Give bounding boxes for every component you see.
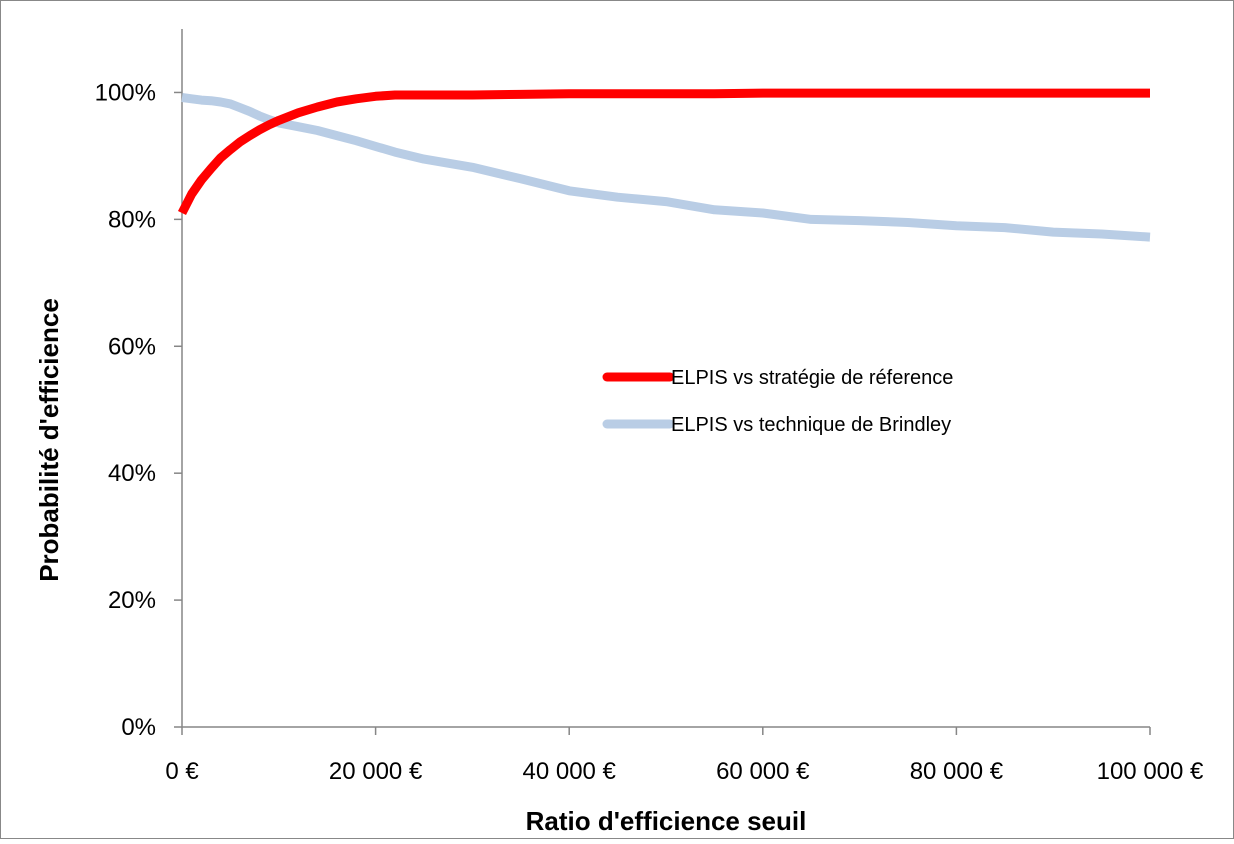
legend-label: ELPIS vs stratégie de réference xyxy=(671,367,953,389)
y-tick-label: 60% xyxy=(108,333,156,360)
x-tick-label: 60 000 € xyxy=(716,758,810,785)
y-tick-label: 40% xyxy=(108,460,156,487)
series-line-brindley xyxy=(181,93,1151,242)
y-axis-title: Probabilité d'efficience xyxy=(34,298,64,582)
legend: ELPIS vs stratégie de réference ELPIS vs … xyxy=(602,367,953,436)
x-axis-title: Ratio d'efficience seuil xyxy=(526,806,807,836)
y-tick-label: 20% xyxy=(108,587,156,614)
y-tick-label: 80% xyxy=(108,206,156,233)
x-tick-label: 40 000 € xyxy=(522,758,616,785)
x-tick-label: 100 000 € xyxy=(1097,758,1204,785)
x-tick-label: 0 € xyxy=(165,758,199,785)
series-line-reference xyxy=(177,88,1150,216)
x-tick-label: 20 000 € xyxy=(329,758,423,785)
y-tick-label: 100% xyxy=(95,79,156,106)
x-tick-label: 80 000 € xyxy=(910,758,1004,785)
series-group xyxy=(177,88,1151,242)
legend-label: ELPIS vs technique de Brindley xyxy=(671,414,951,436)
y-tick-label: 0% xyxy=(121,714,156,741)
axes: 0% 20% 40% 60% 80% 100% 0 € 20 000 € 40 000 € 60 … xyxy=(95,29,1204,785)
